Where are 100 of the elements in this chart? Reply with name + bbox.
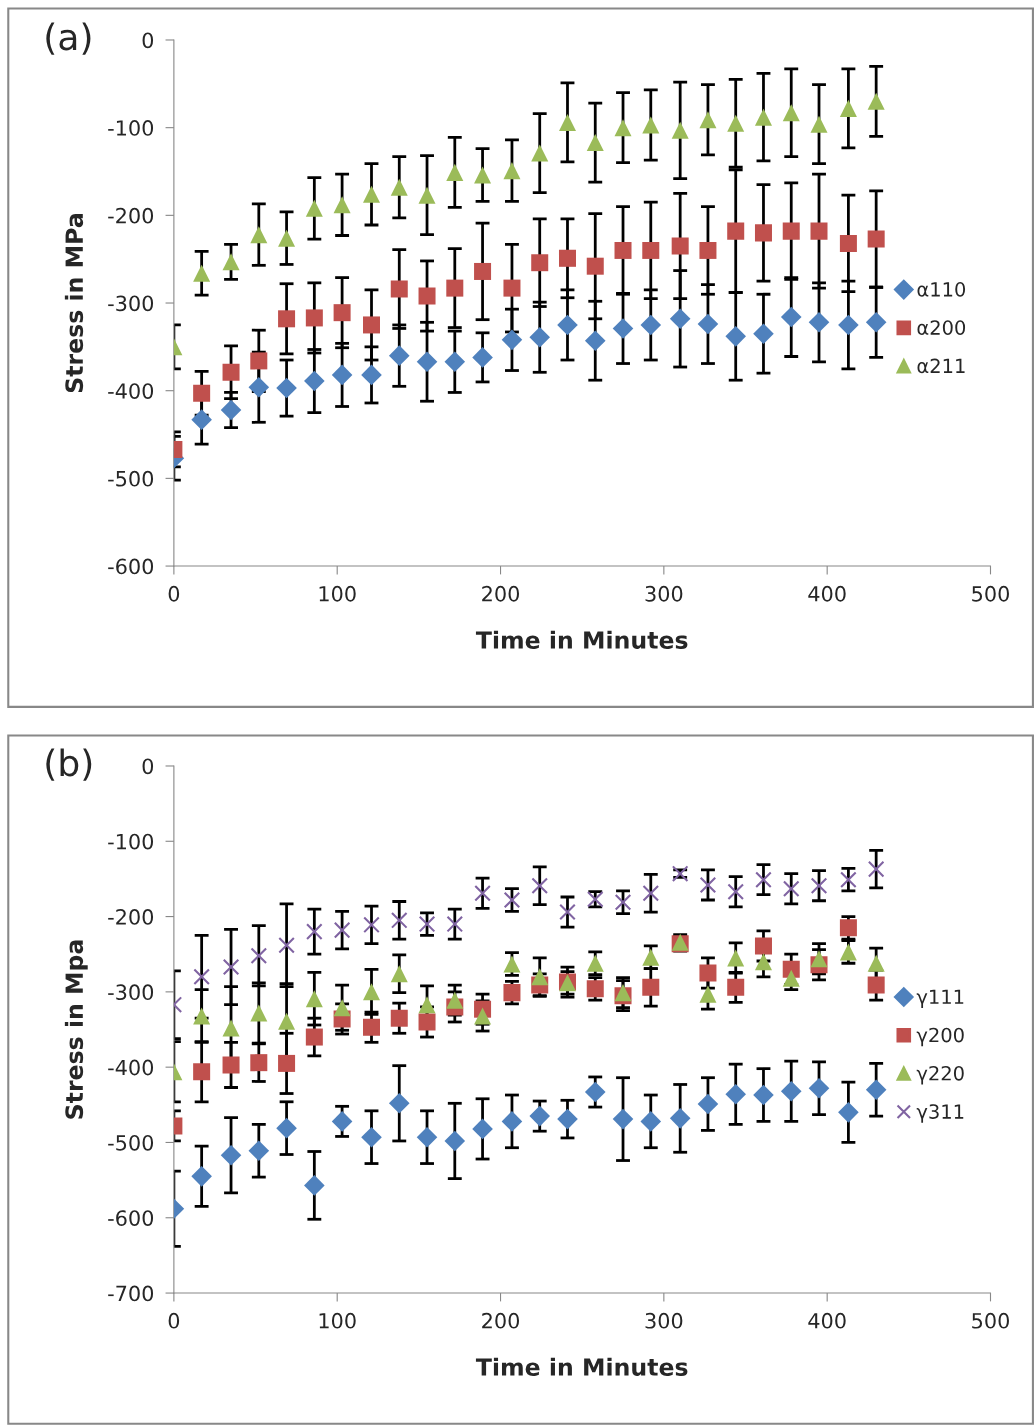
point bbox=[727, 949, 745, 967]
point bbox=[446, 915, 464, 933]
x-tick-label: 0 bbox=[168, 1312, 180, 1329]
x-tick-label: 300 bbox=[645, 585, 683, 602]
legend-label: γ311 bbox=[916, 1104, 964, 1123]
point bbox=[446, 279, 464, 297]
point bbox=[306, 923, 323, 940]
point bbox=[193, 968, 210, 986]
point bbox=[584, 1081, 606, 1103]
point bbox=[390, 965, 408, 983]
x-tick-label: 0 bbox=[168, 585, 180, 602]
point bbox=[838, 1102, 859, 1123]
point bbox=[474, 1007, 492, 1025]
point bbox=[754, 108, 772, 126]
point bbox=[727, 222, 745, 240]
point bbox=[331, 1111, 353, 1132]
point bbox=[363, 983, 381, 1001]
point bbox=[418, 287, 436, 305]
point bbox=[531, 877, 549, 895]
point bbox=[754, 224, 772, 242]
point bbox=[278, 1054, 296, 1072]
x-tick-label: 500 bbox=[972, 585, 1009, 602]
point bbox=[810, 950, 828, 968]
point bbox=[501, 329, 523, 351]
legend-label: γ220 bbox=[916, 1065, 964, 1085]
point bbox=[363, 185, 381, 203]
point bbox=[390, 280, 408, 298]
point bbox=[250, 226, 268, 244]
point bbox=[699, 985, 717, 1003]
point bbox=[304, 370, 325, 392]
point bbox=[222, 1019, 240, 1037]
point bbox=[333, 196, 351, 214]
point bbox=[390, 912, 408, 929]
text: (b) bbox=[46, 748, 92, 781]
point bbox=[669, 308, 691, 330]
y-tick-label: -500 bbox=[108, 1134, 154, 1151]
point bbox=[446, 163, 464, 181]
point bbox=[839, 234, 857, 252]
point bbox=[474, 166, 492, 184]
point bbox=[810, 877, 828, 895]
point bbox=[612, 1108, 634, 1130]
x-axis-title: Time in Minutes bbox=[475, 1357, 688, 1376]
point bbox=[222, 363, 240, 381]
point bbox=[699, 876, 717, 894]
point bbox=[278, 229, 296, 247]
point bbox=[612, 318, 634, 339]
point bbox=[559, 903, 576, 921]
point bbox=[390, 178, 408, 196]
point bbox=[248, 376, 270, 398]
point bbox=[444, 351, 466, 373]
point bbox=[388, 1093, 410, 1114]
point bbox=[193, 1007, 211, 1025]
point bbox=[531, 254, 549, 272]
point bbox=[753, 323, 774, 345]
point bbox=[557, 1108, 578, 1130]
point bbox=[808, 312, 830, 333]
point bbox=[276, 1117, 297, 1139]
point bbox=[193, 1063, 211, 1081]
point bbox=[754, 953, 772, 971]
point bbox=[363, 316, 381, 334]
point bbox=[529, 1105, 551, 1127]
y-tick-label: -100 bbox=[108, 120, 154, 136]
point bbox=[220, 1144, 242, 1166]
point bbox=[390, 1009, 408, 1027]
point bbox=[305, 309, 323, 327]
x-axis-title: Time in Minutes bbox=[475, 630, 688, 649]
legend-label: α110 bbox=[917, 282, 966, 297]
legend-label: γ111 bbox=[916, 989, 964, 1008]
point bbox=[669, 1108, 691, 1129]
point bbox=[697, 313, 719, 335]
point bbox=[503, 162, 521, 180]
point bbox=[361, 364, 382, 386]
point bbox=[418, 1013, 436, 1031]
point bbox=[584, 330, 606, 352]
point bbox=[558, 113, 576, 131]
y-tick-label: -600 bbox=[108, 558, 154, 575]
point bbox=[331, 364, 353, 386]
point bbox=[780, 1080, 802, 1102]
y-tick-label: -400 bbox=[108, 1059, 154, 1076]
point bbox=[782, 104, 800, 122]
point bbox=[753, 1084, 774, 1106]
point bbox=[222, 1056, 240, 1074]
point bbox=[250, 1004, 268, 1022]
y-tick-label: 0 bbox=[142, 758, 154, 775]
x-tick-label: 200 bbox=[482, 585, 520, 602]
point bbox=[220, 399, 242, 421]
point bbox=[614, 893, 632, 911]
point bbox=[333, 304, 351, 322]
point bbox=[472, 347, 493, 368]
point bbox=[642, 978, 660, 996]
point bbox=[278, 310, 296, 328]
legend-label: α200 bbox=[917, 320, 966, 335]
point bbox=[361, 1126, 382, 1148]
point bbox=[808, 1077, 830, 1099]
y-tick-label: -300 bbox=[108, 295, 154, 312]
point bbox=[810, 222, 828, 240]
legend-label: γ200 bbox=[916, 1027, 964, 1047]
point bbox=[782, 969, 800, 987]
point bbox=[191, 409, 212, 430]
point bbox=[640, 314, 662, 336]
